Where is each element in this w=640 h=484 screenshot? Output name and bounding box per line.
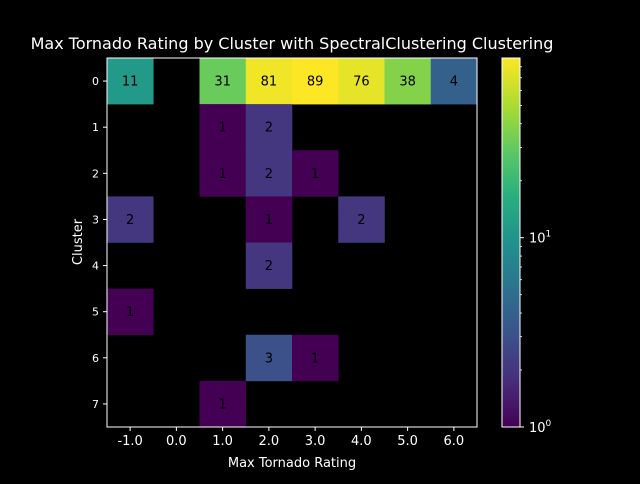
cell-value-label: 81: [261, 75, 278, 90]
x-tick-label: 4.0: [351, 434, 372, 449]
cell-value-label: 1: [126, 305, 134, 320]
x-tick-label: 5.0: [397, 434, 418, 449]
colorbar: [502, 58, 520, 427]
cell-value-label: 2: [265, 121, 273, 136]
cell-value-label: 89: [307, 75, 324, 90]
y-tick-label: 0: [92, 75, 99, 88]
y-axis-ticks: 0 1 2 3 4 5 6 7: [92, 75, 107, 411]
cell-value-label: 38: [399, 75, 416, 90]
cell-value-label: 1: [218, 397, 226, 412]
colorbar-ticks: 100 101: [520, 67, 552, 436]
cell-value-label: 31: [214, 75, 231, 90]
cell-value-label: 1: [218, 121, 226, 136]
x-tick-label: 6.0: [444, 434, 465, 449]
x-tick-label: 3.0: [305, 434, 326, 449]
x-tick-label: -1.0: [117, 434, 142, 449]
cell-value-label: 2: [357, 213, 365, 228]
x-tick-label: 2.0: [259, 434, 280, 449]
cell-value-label: 2: [265, 167, 273, 182]
y-tick-label: 3: [92, 213, 99, 226]
cell-value-label: 1: [265, 213, 273, 228]
cell-value-label: 4: [450, 75, 458, 90]
cell-value-label: 76: [353, 75, 370, 90]
y-tick-label: 1: [92, 121, 99, 134]
x-tick-label: 0.0: [166, 434, 187, 449]
colorbar-tick-label: 100: [529, 419, 552, 436]
x-axis-ticks: -1.0 0.0 1.0 2.0 3.0 4.0 5.0 6.0: [117, 427, 464, 449]
y-tick-label: 5: [92, 306, 99, 319]
x-axis-label: Max Tornado Rating: [228, 456, 356, 471]
y-axis-label: Cluster: [71, 218, 86, 265]
y-tick-label: 7: [92, 398, 99, 411]
cell-value-label: 11: [122, 75, 139, 90]
chart-title: Max Tornado Rating by Cluster with Spect…: [31, 34, 554, 53]
cell-value-label: 1: [218, 167, 226, 182]
cell-value-label: 3: [265, 351, 273, 366]
cell-value-label: 1: [311, 167, 319, 182]
y-tick-label: 2: [92, 167, 99, 180]
heatmap-cells: [107, 58, 477, 427]
cell-value-label: 2: [265, 259, 273, 274]
cell-value-label: 1: [311, 351, 319, 366]
x-tick-label: 1.0: [212, 434, 233, 449]
y-tick-label: 6: [92, 352, 99, 365]
y-tick-label: 4: [92, 260, 99, 273]
cell-value-label: 2: [126, 213, 134, 228]
colorbar-tick-label: 101: [529, 230, 551, 247]
